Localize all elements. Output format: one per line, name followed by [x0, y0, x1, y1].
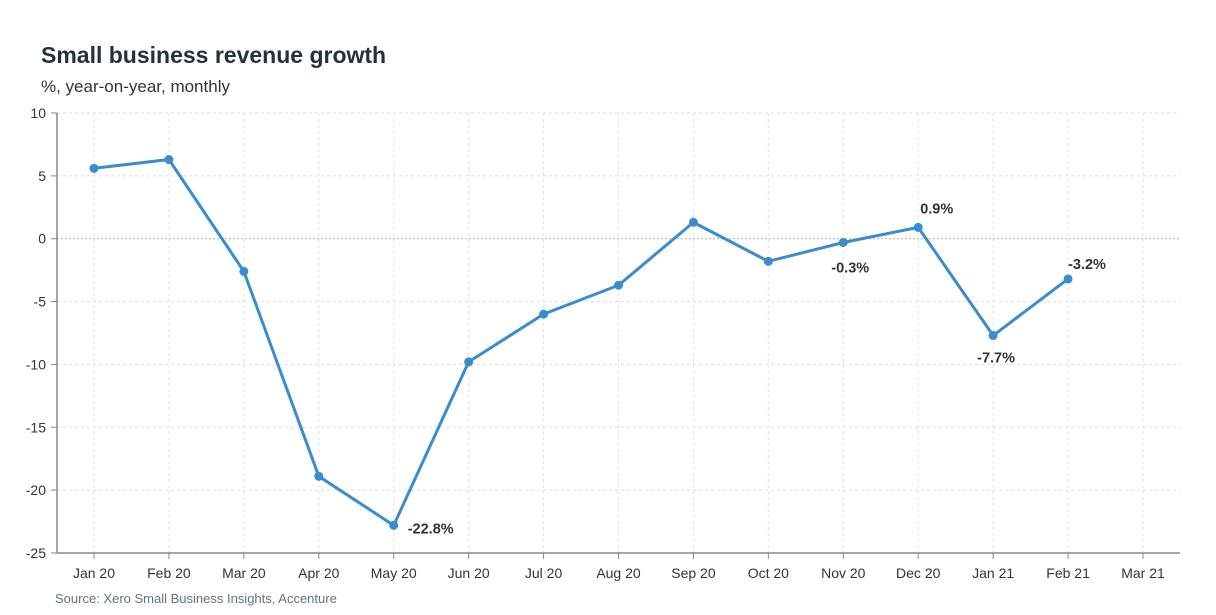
data-label: -22.8%: [408, 521, 454, 537]
source-note: Source: Xero Small Business Insights, Ac…: [55, 591, 337, 606]
data-point: [539, 309, 549, 319]
data-point: [314, 471, 324, 481]
x-tick-label: Feb 20: [147, 565, 191, 581]
x-tick-label: Jun 20: [448, 565, 490, 581]
data-point: [89, 163, 99, 173]
y-tick-label: 0: [38, 231, 46, 247]
series-line: [93, 158, 1069, 527]
y-tick-label: -5: [34, 294, 47, 310]
y-tick-label: 10: [30, 105, 46, 121]
chart-subtitle: %, year-on-year, monthly: [41, 77, 230, 96]
x-tick-label: Jul 20: [525, 565, 563, 581]
y-tick-label: 5: [38, 168, 46, 184]
data-point: [1063, 274, 1073, 284]
x-tick-label: Mar 20: [222, 565, 266, 581]
data-point: [688, 217, 698, 227]
data-label: -3.2%: [1068, 257, 1106, 273]
data-label: -7.7%: [977, 351, 1015, 367]
data-point: [239, 266, 249, 276]
y-tick-label: -20: [26, 482, 46, 498]
x-tick-label: Jan 21: [972, 565, 1014, 581]
data-point: [464, 357, 474, 367]
data-label: 0.9%: [920, 201, 953, 217]
y-tick-label: -15: [26, 419, 46, 435]
x-tick-label: Sep 20: [671, 565, 716, 581]
x-tick-label: Apr 20: [298, 565, 339, 581]
data-point: [389, 520, 399, 530]
y-tick-label: -25: [26, 545, 46, 561]
x-tick-label: Dec 20: [896, 565, 941, 581]
data-label: -0.3%: [831, 260, 869, 276]
data-point: [763, 256, 773, 266]
x-tick-label: Jan 20: [73, 565, 115, 581]
x-tick-label: May 20: [371, 565, 417, 581]
data-point: [913, 222, 923, 232]
x-tick-label: Aug 20: [596, 565, 641, 581]
data-point: [164, 155, 174, 165]
x-tick-label: Mar 21: [1121, 565, 1165, 581]
data-point: [988, 331, 998, 341]
x-tick-label: Nov 20: [821, 565, 866, 581]
data-point: [838, 237, 848, 247]
x-tick-label: Oct 20: [748, 565, 789, 581]
x-tick-label: Feb 21: [1046, 565, 1090, 581]
y-tick-label: -10: [26, 356, 46, 372]
chart-title: Small business revenue growth: [41, 42, 387, 68]
data-point: [614, 280, 623, 290]
